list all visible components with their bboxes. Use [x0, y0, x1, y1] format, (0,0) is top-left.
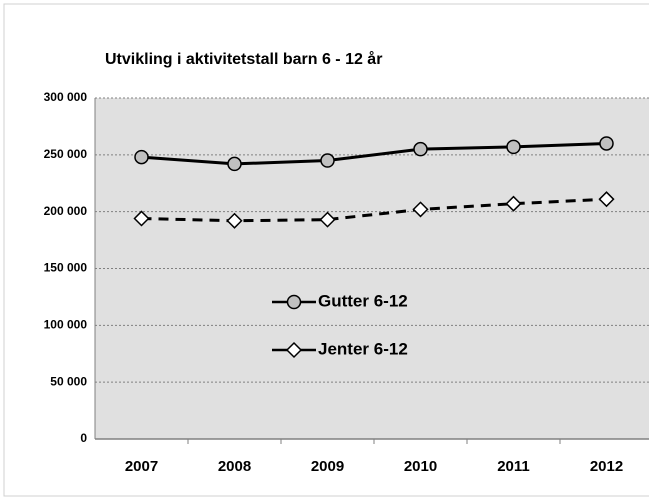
x-tick-label: 2011 [497, 458, 530, 475]
data-point [226, 212, 243, 229]
data-point [412, 201, 429, 218]
y-tick-label: 50 000 [50, 374, 87, 388]
y-tick-label: 300 000 [44, 90, 88, 104]
legend-marker [285, 341, 303, 359]
series-line [141, 141, 607, 166]
data-point [134, 149, 149, 165]
series-line [141, 197, 607, 223]
data-point [320, 153, 335, 168]
data-point [598, 191, 615, 208]
legend-label: Jenter 6-12 [318, 339, 408, 358]
y-tick-label: 250 000 [44, 147, 88, 161]
y-tick-label: 200 000 [44, 204, 88, 218]
data-point [599, 136, 614, 151]
x-tick-label: 2009 [311, 458, 344, 475]
y-tick-label: 100 000 [44, 318, 88, 332]
legend-marker [286, 294, 302, 310]
chart-title: Utvikling i aktivitetstall barn 6 - 12 å… [105, 50, 382, 68]
data-point [133, 210, 150, 227]
y-tick-label: 0 [80, 431, 87, 445]
data-point [413, 141, 428, 157]
x-tick-label: 2012 [590, 458, 623, 475]
data-point [319, 211, 336, 228]
data-point [227, 156, 242, 172]
x-tick-label: 2008 [218, 458, 251, 475]
x-tick-label: 2007 [125, 458, 158, 475]
x-tick-label: 2010 [404, 458, 437, 475]
legend-label: Gutter 6-12 [318, 291, 408, 310]
data-point [506, 139, 521, 155]
y-tick-label: 150 000 [44, 261, 88, 275]
data-point [505, 195, 522, 212]
